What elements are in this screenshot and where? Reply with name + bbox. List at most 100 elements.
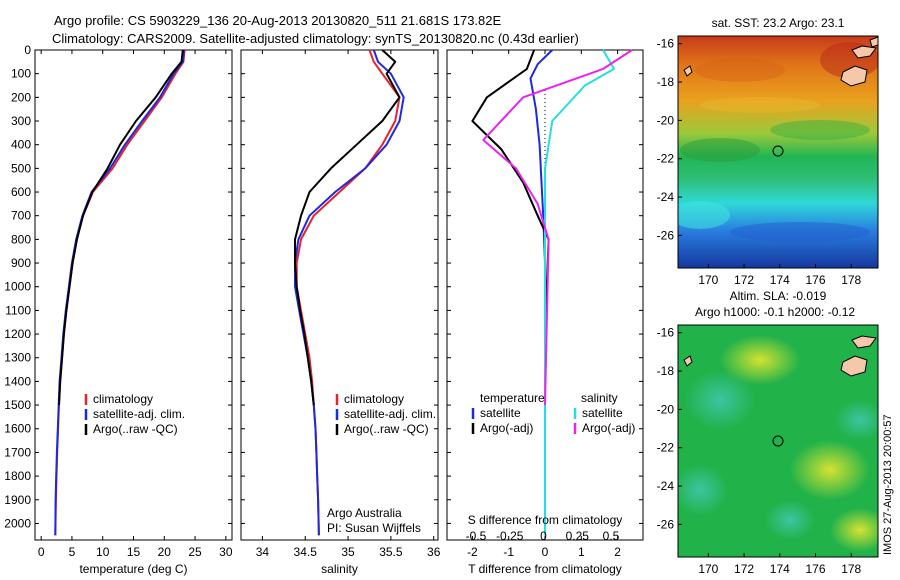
island-vanua-levu-sla [851,335,877,349]
temperature-ytick-label: 600 [11,185,31,199]
difference-xtick-label: 0 [542,545,549,559]
temperature-ytick-label: 0 [24,43,31,57]
sla-texture [678,335,878,552]
temperature-ytick-label: 1100 [5,303,31,317]
sla_map-ytick-label: -22 [657,441,675,455]
island-viti-levu [840,65,868,87]
difference-series-2 [544,49,615,536]
temperature-xtick-label: 25 [188,545,202,559]
temperature-xlabel: temperature (deg C) [79,562,187,576]
difference-xlabel-top: S difference from climatology [468,513,623,527]
sst-map [677,35,879,269]
difference-right-legend-label: satellite [582,406,623,420]
difference-legend-right-title: salinity [581,391,618,405]
difference-right-legend-label: Argo(-adj) [582,421,635,435]
header-line-1: Argo profile: CS 5903229_136 20-Aug-2013… [54,13,502,28]
temperature-ytick-label: 300 [11,114,31,128]
sla-islands [683,335,877,377]
temperature-ytick-label: 1300 [4,351,31,365]
salinity-frame [240,49,439,541]
difference-panel: -2 -1 0 1 2 T difference from climatology S di… [446,49,644,576]
sst_map-ytick-label: -16 [657,37,675,51]
temperature-xtick-label: 20 [158,545,172,559]
sla_map-ytick-label: -20 [657,402,675,416]
island-viti-levu-sla [840,355,868,377]
sla_map-ytick-label: -16 [657,326,675,340]
temperature-xtick-label: 30 [219,545,233,559]
temperature-ytick-label: 1900 [4,493,31,507]
temperature-xtick-label: 5 [69,545,76,559]
temperature-xtick-label: 10 [96,545,110,559]
sst_map-ytick-label: -18 [657,75,675,89]
difference-stick-label: -0.5 [466,529,487,543]
temperature-ytick-label: 400 [11,138,31,152]
temperature-ytick-label: 1700 [4,445,31,459]
difference-left-legend-label: satellite [480,406,521,420]
difference-stick-label: 0 [540,529,547,543]
temperature-xtick-label: 15 [127,545,141,559]
sla_map-title: Altim. SLA: -0.019 [730,289,827,303]
sla_map-xtick-label: 174 [770,562,790,576]
sla-map [677,324,879,558]
difference-xtick-label: 2 [614,545,621,559]
temperature-panel: 0 5 10 15 20 25 300100200300400500600700800900… [4,43,233,576]
salinity-xtick-label: 34.5 [294,545,318,559]
salinity-legend-label: climatology [344,392,404,406]
sst_map-title: sat. SST: 23.2 Argo: 23.1 [712,16,845,30]
sla_map-xtick-label: 172 [734,562,754,576]
sla_map-xtick-label: 176 [805,562,825,576]
salinity-xtick-label: 34 [256,545,270,559]
difference-legend-left-title: temperature [480,391,545,405]
difference-stick-label: 0.25 [566,529,590,543]
temperature-ytick-label: 800 [11,232,31,246]
sst-map-frame [677,35,879,269]
difference-stick-label: -0.25 [496,529,524,543]
temperature-ytick-label: 700 [11,209,31,223]
island-west-sla [683,355,693,367]
difference-stick-label: 0.5 [603,529,620,543]
temperature-ytick-label: 200 [11,90,31,104]
salinity-panel: 34 34.5 35 35.5 36 salinity climatologysatelli… [240,49,441,576]
sla_map-ytick-label: -26 [657,517,675,531]
imos-timestamp: IMOS 27-Aug-2013 20:00:57 [882,414,894,555]
difference-xtick-label: -2 [467,545,478,559]
salinity-annotation-2: PI: Susan Wijffels [327,521,421,535]
difference-xtick-label: -1 [503,545,514,559]
temperature-ytick-label: 1400 [4,374,31,388]
sst_map-ytick-label: -20 [657,113,675,127]
sst_map-xtick-label: 176 [805,273,825,287]
salinity-xtick-label: 35.5 [379,545,403,559]
salinity-series-2 [294,49,401,406]
sla_map-ytick-label: -18 [657,364,675,378]
difference-xtick-label: 1 [578,545,585,559]
sst_map-xtick-label: 178 [841,273,861,287]
header-line-2: Climatology: CARS2009. Satellite-adjuste… [52,31,579,46]
salinity-xtick-label: 35 [341,545,355,559]
temperature-ytick-label: 1800 [4,469,31,483]
temperature-ytick-label: 1600 [4,422,31,436]
sst_map-ytick-label: -22 [657,152,675,166]
sst_map-xtick-label: 172 [734,273,754,287]
sst_map-ytick-label: -26 [657,228,675,242]
sla_map-subtitle: Argo h1000: -0.1 h2000: -0.12 [695,305,855,319]
temperature-ytick-label: 1500 [4,398,31,412]
salinity-legend-label: satellite-adj. clim. [344,407,436,421]
sla-map-frame [677,324,879,558]
sla_map-axes: 170 172 174 176 178 -16 -18 -20 -22 -24 -26 Altim. … [657,289,862,576]
salinity-legend-label: Argo(..raw -QC) [344,422,429,436]
sst-argo-marker [772,145,784,157]
temperature-ytick-label: 1200 [4,327,31,341]
island-west [683,65,693,77]
difference-xlabel: T difference from climatology [468,562,622,576]
difference-series-3 [482,49,633,406]
sla-argo-marker [772,435,784,447]
sst_map-xtick-label: 174 [770,273,790,287]
temperature-ytick-label: 900 [11,256,31,270]
difference-left-legend-label: Argo(-adj) [480,421,533,435]
sla_map-xtick-label: 170 [698,562,718,576]
temperature-series-2 [58,49,184,406]
temperature-ytick-label: 500 [11,161,31,175]
temperature-ytick-label: 100 [11,67,31,81]
salinity-annotation-1: Argo Australia [327,506,402,520]
